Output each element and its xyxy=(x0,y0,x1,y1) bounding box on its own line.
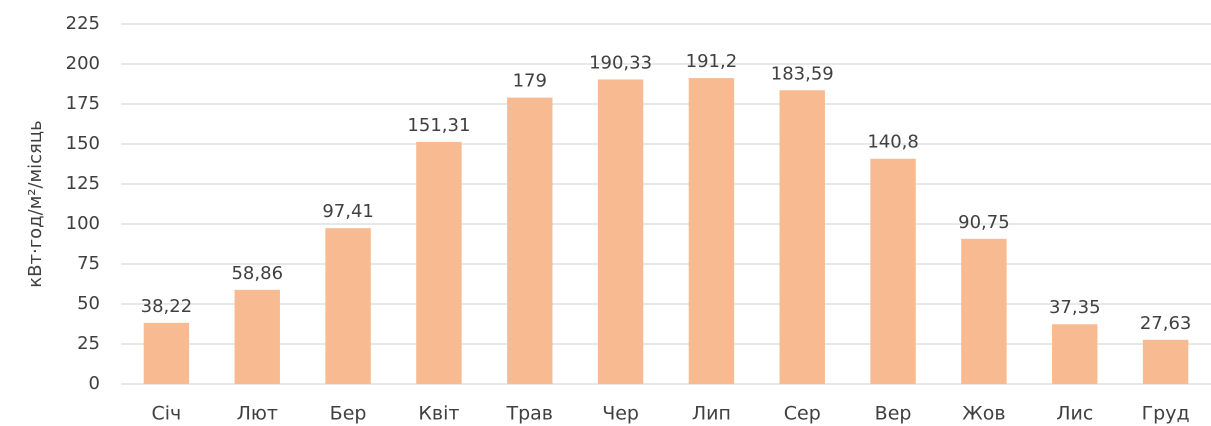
data-label: 37,35 xyxy=(1049,297,1101,318)
x-tick-label: Лис xyxy=(1056,403,1093,425)
y-axis-label: кВт·год/м²/місяць xyxy=(25,120,46,287)
data-label: 190,33 xyxy=(589,52,652,73)
x-tick-label: Чер xyxy=(602,403,639,425)
bar xyxy=(597,79,644,385)
y-tick-label: 75 xyxy=(77,253,100,274)
x-tick-label: Трав xyxy=(505,403,553,425)
y-tick-label: 25 xyxy=(77,333,100,354)
y-tick-label: 175 xyxy=(66,93,100,114)
x-tick-label: Жов xyxy=(962,403,1005,425)
y-tick-label: 150 xyxy=(66,133,100,154)
bar xyxy=(688,78,735,384)
data-label: 38,22 xyxy=(141,296,193,317)
bar xyxy=(1142,339,1189,384)
data-label: 58,86 xyxy=(231,263,283,284)
x-tick-label: Лип xyxy=(692,403,731,425)
data-label: 97,41 xyxy=(322,201,374,222)
bar xyxy=(779,90,825,385)
y-tick-label: 100 xyxy=(66,213,100,234)
bar xyxy=(325,228,371,384)
bar xyxy=(143,322,190,384)
data-label: 140,8 xyxy=(867,132,919,153)
x-tick-label: Січ xyxy=(152,403,182,425)
data-label: 191,2 xyxy=(686,51,738,72)
data-label: 90,75 xyxy=(958,212,1010,233)
y-tick-label: 50 xyxy=(77,293,100,314)
y-tick-label: 0 xyxy=(89,373,100,394)
x-tick-label: Груд xyxy=(1142,403,1190,425)
y-tick-label: 200 xyxy=(66,53,100,74)
data-label: 183,59 xyxy=(771,63,834,84)
data-label: 27,63 xyxy=(1140,313,1192,334)
bar xyxy=(507,97,553,384)
data-label: 179 xyxy=(513,71,547,92)
x-tick-label: Сер xyxy=(784,403,821,425)
bar xyxy=(961,238,1007,384)
bar xyxy=(416,141,462,384)
data-label: 151,31 xyxy=(407,115,470,136)
x-tick-label: Вер xyxy=(875,403,912,425)
bar xyxy=(870,158,916,384)
x-tick-label: Квіт xyxy=(418,403,459,425)
bar xyxy=(1052,324,1098,384)
x-tick-label: Бер xyxy=(330,403,367,425)
bar xyxy=(234,289,280,384)
y-tick-label: 225 xyxy=(66,13,100,34)
x-tick-label: Лют xyxy=(237,403,278,425)
y-tick-label: 125 xyxy=(66,173,100,194)
